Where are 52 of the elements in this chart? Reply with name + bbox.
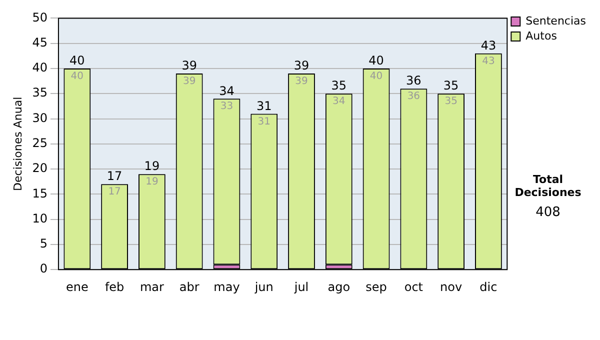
- total-label: 36: [406, 74, 422, 88]
- data-label: 43: [482, 56, 495, 67]
- data-label: 35: [444, 96, 458, 108]
- data-label: 31: [258, 116, 270, 128]
- data-label: 33: [220, 101, 234, 112]
- x-tick-label: abr: [179, 280, 200, 294]
- text: 408: [534, 205, 562, 220]
- total-label: 19: [144, 159, 160, 174]
- legend-label: Sentencias: [526, 14, 586, 28]
- x-tick-label: may: [214, 280, 240, 294]
- x-tick-label: sep: [366, 280, 387, 294]
- x-tick-label: ene: [66, 280, 88, 294]
- data-label: 39: [295, 76, 308, 88]
- y-tick-label: 25: [32, 136, 48, 150]
- y-tick-label: 5: [40, 236, 48, 251]
- x-tick-label: dic: [480, 280, 498, 294]
- data-label: 40: [70, 71, 84, 82]
- y-axis-title: Decisiones Anual: [11, 96, 24, 191]
- x-tick-label: mar: [140, 280, 164, 294]
- total-label: 43: [480, 38, 496, 53]
- y-tick-label: 20: [32, 161, 48, 176]
- total-label: 40: [70, 54, 85, 68]
- total-label: 39: [182, 58, 197, 73]
- total-label: 34: [219, 84, 234, 98]
- y-tick-label: 45: [32, 35, 48, 50]
- data-label: 19: [146, 176, 158, 188]
- y-tick-label: 30: [32, 110, 48, 125]
- total-label: 31: [256, 98, 272, 113]
- x-tick-label: oct: [404, 280, 424, 294]
- total-label: 39: [294, 58, 310, 73]
- total-label: 17: [106, 169, 122, 184]
- y-tick-label: 40: [32, 60, 48, 75]
- x-tick-label: feb: [104, 280, 124, 294]
- data-label: 34: [332, 96, 346, 108]
- x-tick-label: nov: [440, 280, 462, 294]
- data-label: 36: [407, 91, 420, 102]
- data-label: 39: [182, 76, 196, 88]
- total-label: 35: [443, 78, 459, 93]
- y-tick-label: 10: [32, 211, 48, 226]
- total-label: 35: [331, 78, 347, 93]
- x-tick-label: ago: [328, 280, 350, 294]
- data-label: 17: [108, 186, 121, 198]
- x-tick-label: jul: [293, 280, 309, 294]
- y-tick-label: 0: [40, 262, 48, 276]
- legend-label: Autos: [526, 29, 558, 42]
- y-tick-label: 15: [32, 186, 48, 200]
- y-tick-label: 35: [32, 86, 48, 100]
- text: Total Decisiones: [514, 173, 582, 199]
- x-tick-label: jun: [254, 280, 274, 294]
- data-label: 40: [370, 71, 383, 82]
- y-tick-label: 50: [32, 10, 48, 24]
- total-label: 40: [368, 54, 384, 68]
